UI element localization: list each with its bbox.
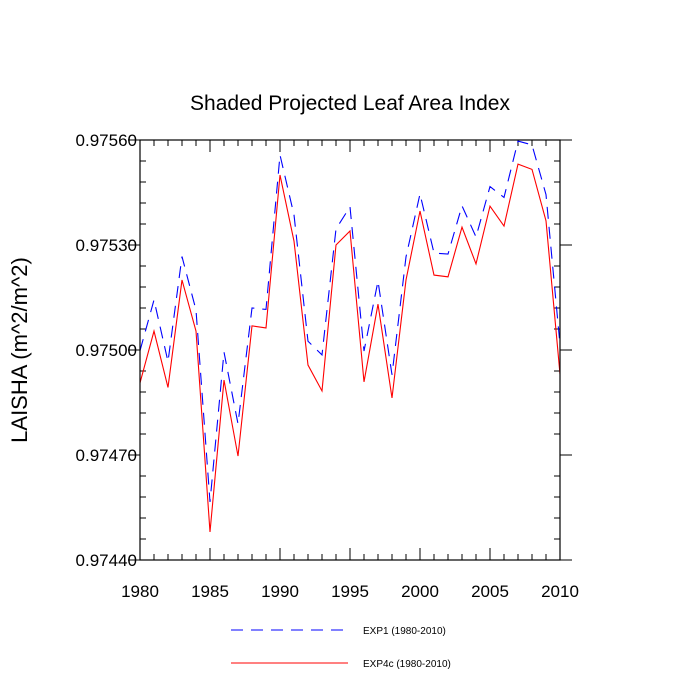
y-tick-label: 0.97440 xyxy=(76,551,137,570)
y-tick-label: 0.97560 xyxy=(76,131,137,150)
x-tick-label: 1985 xyxy=(191,582,229,601)
y-tick-label: 0.97530 xyxy=(76,236,137,255)
x-tick-label: 1995 xyxy=(331,582,369,601)
legend: EXP1 (1980-2010) EXP4c (1980-2010) xyxy=(231,626,451,670)
plot-frame xyxy=(139,139,561,561)
y-tick-label: 0.97500 xyxy=(76,341,137,360)
series-line-exp1 xyxy=(139,140,561,502)
x-tick-label: 2010 xyxy=(541,582,579,601)
axis-ticks: 1980 1985 1990 1995 2000 2005 2010 0.97440 0.974… xyxy=(76,131,579,601)
series-line-exp4c xyxy=(139,163,561,533)
y-axis-label: LAISHA (m^2/m^2) xyxy=(7,257,32,443)
y-tick-label: 0.97470 xyxy=(76,446,137,465)
x-tick-label: 1980 xyxy=(121,582,159,601)
legend-label-1: EXP4c (1980-2010) xyxy=(363,659,451,670)
x-tick-label: 2005 xyxy=(471,582,509,601)
series-group xyxy=(139,140,561,533)
x-tick-label: 2000 xyxy=(401,582,439,601)
chart-title: Shaded Projected Leaf Area Index xyxy=(190,92,510,115)
x-tick-label: 1990 xyxy=(261,582,299,601)
legend-label-0: EXP1 (1980-2010) xyxy=(363,626,446,637)
